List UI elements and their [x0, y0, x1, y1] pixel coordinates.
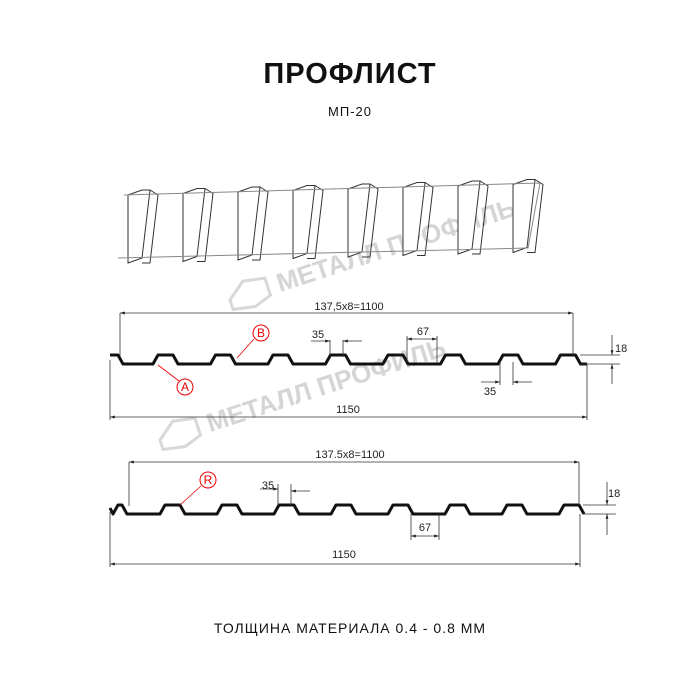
sheet-rib [127, 189, 151, 264]
material-thickness: ТОЛЩИНА МАТЕРИАЛА 0.4 - 0.8 ММ [213, 620, 487, 636]
profile-top-line [110, 353, 587, 366]
sheet-rib [292, 185, 316, 260]
profile-bottom-line [108, 503, 586, 516]
marker-a [176, 378, 194, 396]
sheet-rib [182, 188, 206, 263]
svg-text:A: A [181, 380, 189, 394]
sheet-rib [402, 182, 426, 257]
pitch-label: 137,5x8=1100 [314, 301, 383, 313]
sheet-rib [237, 186, 261, 261]
svg-text:18: 18 [608, 488, 620, 500]
profile-bottom: R 137.5x8=1100 1150 35 67 18 [108, 449, 620, 567]
page-title: ПРОФЛИСТ [263, 58, 437, 90]
svg-text:МЕТАЛЛ ПРОФИЛЬ: МЕТАЛЛ ПРОФИЛЬ [203, 332, 450, 438]
sheet-rib [347, 183, 371, 258]
svg-text:67: 67 [417, 326, 429, 338]
svg-text:18: 18 [615, 343, 627, 355]
svg-text:1150: 1150 [332, 549, 356, 561]
width-label: 1150 [336, 404, 360, 416]
marker-b [252, 324, 270, 342]
svg-text:35: 35 [312, 329, 324, 341]
marker-r [199, 471, 217, 489]
svg-text:35: 35 [484, 386, 496, 398]
sheet-3d-view [117, 179, 544, 264]
svg-text:67: 67 [419, 522, 431, 534]
watermark-middle: МЕТАЛЛ ПРОФИЛЬ [158, 332, 450, 452]
sheet-rib [457, 180, 481, 255]
profile-top: B A 137,5x8=1100 1150 35 67 35 18 [109, 301, 627, 420]
svg-text:R: R [204, 473, 213, 487]
page-subtitle: МП-20 [328, 104, 372, 119]
svg-text:B: B [257, 326, 265, 340]
sheet-rib [512, 179, 536, 254]
svg-text:35: 35 [262, 480, 274, 492]
svg-text:137.5x8=1100: 137.5x8=1100 [315, 449, 384, 461]
